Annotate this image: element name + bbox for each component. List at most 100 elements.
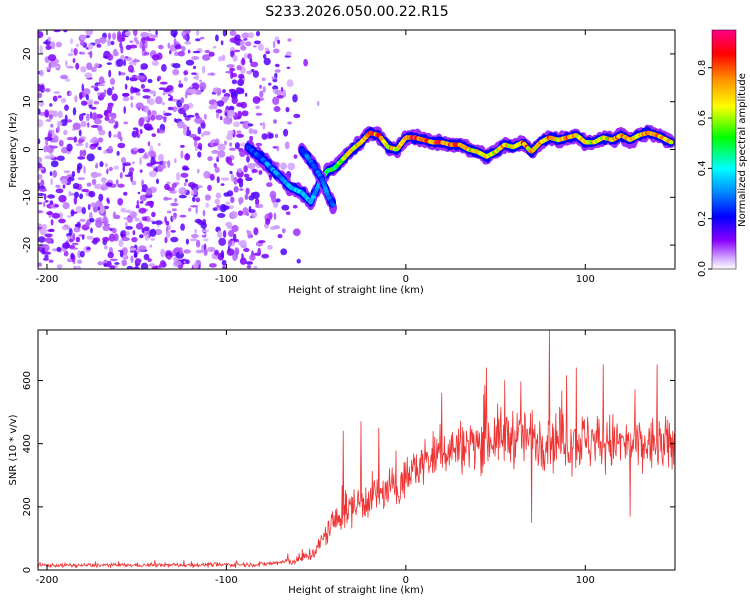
noise-blob <box>161 64 167 72</box>
ridge-core <box>330 202 336 208</box>
noise-blob <box>280 248 288 256</box>
noise-blob <box>227 109 236 118</box>
noise-blob <box>255 204 260 208</box>
noise-blob <box>110 40 115 46</box>
noise-blob <box>135 222 144 230</box>
noise-blob <box>185 178 188 183</box>
noise-blob <box>249 58 253 64</box>
noise-blob <box>126 265 134 269</box>
noise-blob <box>157 142 161 147</box>
noise-blob <box>38 226 42 230</box>
noise-blob <box>178 83 184 88</box>
noise-blob <box>193 187 198 196</box>
noise-blob <box>123 59 126 67</box>
noise-blob <box>139 157 142 166</box>
noise-blob <box>88 190 96 198</box>
noise-blob <box>154 220 163 225</box>
noise-blob <box>103 223 111 226</box>
noise-blob <box>246 265 252 269</box>
noise-blob <box>221 54 226 61</box>
noise-blob <box>70 252 75 260</box>
noise-blob <box>50 219 54 226</box>
noise-blob <box>211 149 220 154</box>
noise-blob <box>78 129 82 137</box>
noise-blob <box>123 121 128 125</box>
noise-blob <box>85 100 94 106</box>
noise-blob <box>243 248 250 252</box>
noise-blob <box>212 87 221 94</box>
noise-blob <box>272 146 278 149</box>
noise-blob <box>79 250 85 258</box>
noise-blob <box>214 198 220 205</box>
noise-blob <box>77 139 84 144</box>
noise-blob <box>229 67 236 72</box>
noise-blob <box>248 209 256 213</box>
noise-blob <box>66 65 75 69</box>
noise-blob <box>180 223 186 231</box>
noise-blob <box>233 233 237 241</box>
noise-blob <box>245 41 252 47</box>
noise-blob <box>274 63 280 68</box>
noise-blob <box>57 110 63 119</box>
noise-blob <box>62 202 70 210</box>
noise-blob <box>140 84 145 89</box>
noise-blob <box>182 127 187 136</box>
noise-blob <box>186 126 190 131</box>
noise-blob <box>225 201 231 205</box>
noise-blob <box>72 122 81 130</box>
noise-blob <box>195 249 204 254</box>
noise-blob <box>44 233 53 238</box>
noise-blob <box>282 93 287 98</box>
noise-blob <box>79 218 86 222</box>
noise-blob <box>182 124 188 130</box>
noise-blob <box>174 52 179 57</box>
noise-blob <box>38 31 44 39</box>
noise-blob <box>92 237 98 245</box>
noise-blob <box>170 230 176 233</box>
noise-blob <box>285 107 290 113</box>
noise-blob <box>72 58 76 63</box>
noise-blob <box>190 190 195 196</box>
noise-blob <box>108 130 112 138</box>
noise-blob <box>222 265 226 269</box>
noise-blob <box>218 56 223 62</box>
noise-blob <box>191 56 200 60</box>
noise-blob <box>216 100 225 107</box>
noise-blob <box>102 216 109 225</box>
noise-blob <box>144 234 149 241</box>
noise-blob <box>180 172 189 178</box>
noise-blob <box>135 102 144 110</box>
noise-blob <box>195 146 198 152</box>
noise-blob <box>38 174 43 180</box>
noise-blob <box>57 95 62 99</box>
noise-blob <box>100 177 107 183</box>
noise-blob <box>79 94 83 100</box>
noise-blob <box>246 229 249 234</box>
noise-blob <box>164 236 168 244</box>
noise-blob <box>287 38 292 42</box>
noise-blob <box>238 73 245 80</box>
noise-blob <box>65 60 68 67</box>
noise-blob <box>64 114 68 123</box>
noise-blob <box>75 236 81 243</box>
noise-blob <box>149 228 157 237</box>
noise-blob <box>113 134 118 138</box>
noise-blob <box>111 93 118 102</box>
noise-blob <box>218 237 227 246</box>
noise-blob <box>58 218 66 224</box>
noise-blob <box>107 53 114 61</box>
noise-blob <box>125 231 130 237</box>
noise-blob <box>136 200 140 206</box>
noise-blob <box>66 119 72 123</box>
noise-blob <box>229 147 236 151</box>
noise-blob <box>79 34 87 41</box>
noise-blob <box>199 82 207 91</box>
noise-blob <box>49 145 58 149</box>
noise-blob <box>231 240 235 247</box>
noise-blob <box>50 41 56 50</box>
noise-blob <box>133 147 138 152</box>
noise-blob <box>230 196 235 203</box>
noise-blob <box>171 183 177 189</box>
noise-blob <box>169 190 176 194</box>
y-tick-label: 600 <box>22 371 33 390</box>
